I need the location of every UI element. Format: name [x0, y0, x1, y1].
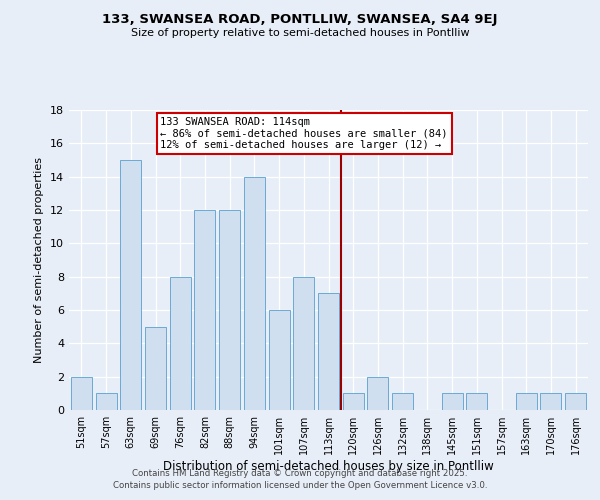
Text: Size of property relative to semi-detached houses in Pontlliw: Size of property relative to semi-detach…	[131, 28, 469, 38]
Text: 133 SWANSEA ROAD: 114sqm
← 86% of semi-detached houses are smaller (84)
12% of s: 133 SWANSEA ROAD: 114sqm ← 86% of semi-d…	[160, 116, 448, 150]
Bar	[194, 210, 215, 410]
Bar	[120, 160, 141, 410]
Bar	[392, 394, 413, 410]
X-axis label: Distribution of semi-detached houses by size in Pontlliw: Distribution of semi-detached houses by …	[163, 460, 494, 473]
Bar	[442, 394, 463, 410]
Text: Contains public sector information licensed under the Open Government Licence v3: Contains public sector information licen…	[113, 481, 487, 490]
Bar	[343, 394, 364, 410]
Text: Contains HM Land Registry data © Crown copyright and database right 2025.: Contains HM Land Registry data © Crown c…	[132, 468, 468, 477]
Text: 133, SWANSEA ROAD, PONTLLIW, SWANSEA, SA4 9EJ: 133, SWANSEA ROAD, PONTLLIW, SWANSEA, SA…	[102, 12, 498, 26]
Bar	[244, 176, 265, 410]
Bar	[145, 326, 166, 410]
Bar	[565, 394, 586, 410]
Bar	[516, 394, 537, 410]
Bar	[318, 294, 339, 410]
Bar	[219, 210, 240, 410]
Bar	[269, 310, 290, 410]
Bar	[466, 394, 487, 410]
Bar	[367, 376, 388, 410]
Bar	[170, 276, 191, 410]
Bar	[293, 276, 314, 410]
Bar	[541, 394, 562, 410]
Bar	[95, 394, 116, 410]
Bar	[71, 376, 92, 410]
Y-axis label: Number of semi-detached properties: Number of semi-detached properties	[34, 157, 44, 363]
